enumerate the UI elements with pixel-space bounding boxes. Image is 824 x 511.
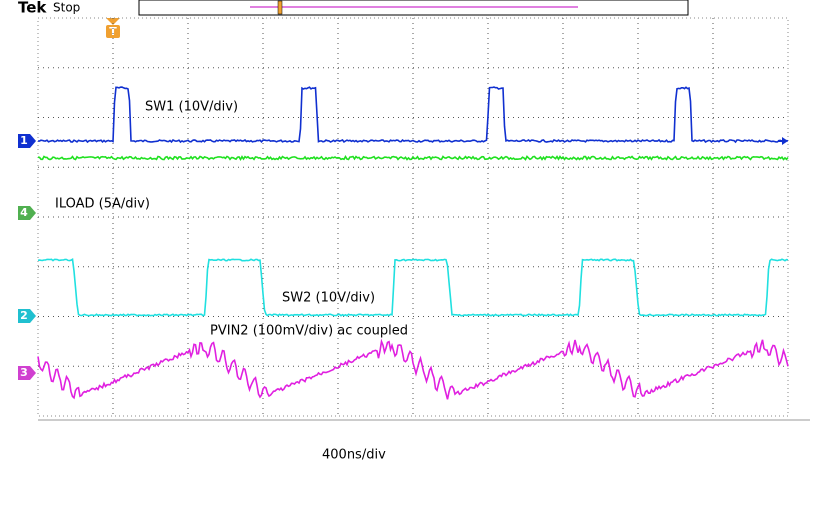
channel-number: 2 (20, 309, 28, 322)
channel-label: SW2 (10V/div) (282, 291, 375, 306)
sw2-wave (37, 257, 789, 317)
channel-marker (18, 134, 36, 148)
channel-marker (18, 366, 36, 380)
timebase: 400ns/div (322, 448, 386, 463)
trigger-tag (106, 25, 120, 38)
channel-label: SW1 (10V/div) (145, 100, 238, 115)
channel-number: 1 (20, 134, 28, 147)
waveforms (37, 86, 789, 400)
iload-wave (37, 155, 789, 161)
channel-marker (18, 206, 36, 220)
status: Stop (53, 1, 80, 15)
trigger-arrow (106, 18, 120, 25)
sw1-wave (37, 86, 789, 144)
record-position (277, 0, 283, 15)
channel-number: 4 (20, 206, 28, 219)
labels: 1 SW1 (10V/div) 4 ILOAD (5A/div) 2 SW2 (10V/d… (18, 100, 408, 380)
channel-marker (18, 309, 36, 323)
brand: Tek (18, 0, 47, 17)
channel-label: ILOAD (5A/div) (55, 197, 150, 212)
trigger-label: T (109, 25, 117, 38)
channel-label: PVIN2 (100mV/div) ac coupled (210, 324, 408, 339)
ch1-offset-arrow (778, 137, 788, 145)
channel-number: 3 (20, 366, 28, 379)
graticule (37, 17, 789, 417)
pvin2-wave (37, 338, 789, 400)
